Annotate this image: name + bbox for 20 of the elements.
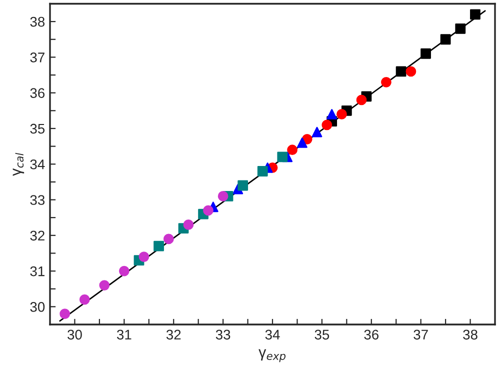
y-tick-label: 32	[30, 230, 44, 241]
x-tick-label: 30	[68, 330, 82, 340]
y-tick-label: 34	[30, 159, 45, 170]
y-tick-label: 33	[30, 195, 45, 205]
y-axis-title: γ$_{cal}$	[12, 152, 24, 176]
y-tick-label: 30	[30, 302, 45, 312]
y-tick-label: 35	[30, 124, 45, 134]
x-tick-label: 33	[216, 330, 230, 340]
y-tick-label: 31	[30, 266, 44, 276]
x-tick-label: 36	[364, 330, 379, 340]
x-axis-title: γ$_{exp}$	[258, 349, 286, 362]
x-tick-label: 34	[265, 330, 280, 340]
y-tick-label: 38	[30, 16, 45, 27]
y-tick-label: 36	[30, 88, 45, 98]
x-tick-label: 38	[463, 330, 478, 340]
y-tick-label: 37	[30, 52, 44, 62]
x-tick-label: 32	[166, 330, 181, 340]
x-tick-label: 37	[414, 330, 428, 340]
x-tick-label: 31	[116, 330, 132, 340]
x-tick-label: 35	[314, 330, 330, 340]
